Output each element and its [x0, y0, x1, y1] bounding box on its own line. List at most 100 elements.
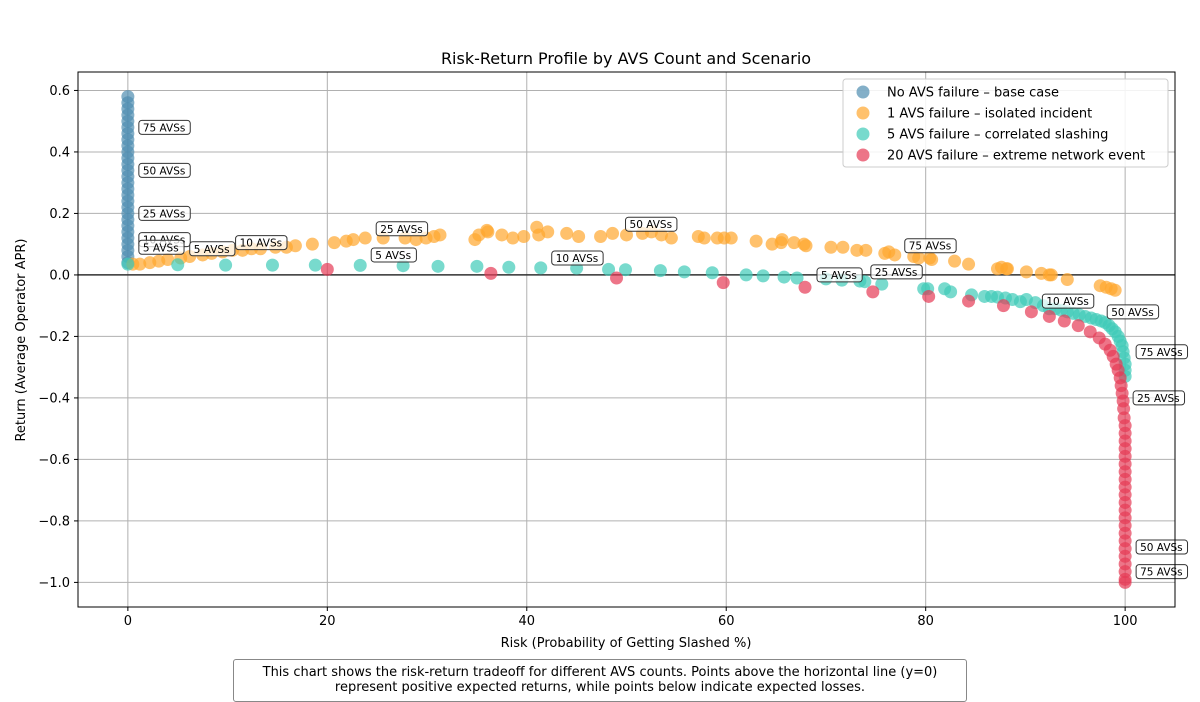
scatter-point	[799, 239, 813, 253]
scatter-point	[602, 262, 616, 276]
annotation-text: 5 AVSs	[375, 250, 411, 262]
scatter-point	[777, 270, 791, 284]
y-tick-label: −0.4	[38, 391, 70, 406]
chart-title: Risk-Return Profile by AVS Count and Sce…	[441, 49, 811, 68]
scatter-point	[219, 258, 233, 272]
annotation-text: 75 AVSs	[143, 122, 186, 134]
y-tick-label: −1.0	[38, 576, 70, 591]
scatter-point	[431, 259, 445, 273]
scatter-point	[787, 236, 801, 250]
y-tick-label: 0.0	[49, 268, 70, 283]
scatter-point	[756, 269, 770, 283]
annotation-text: 75 AVSs	[1140, 347, 1183, 359]
caption-line-2: represent positive expected returns, whi…	[334, 680, 866, 695]
scatter-point	[327, 236, 341, 250]
series-0	[121, 90, 135, 270]
annotation-label: 25 AVSs	[1132, 390, 1186, 406]
annotation-label: 50 AVSs	[138, 162, 191, 178]
scatter-point	[305, 237, 319, 251]
y-tick-label: −0.2	[38, 330, 70, 345]
scatter-point	[996, 299, 1010, 313]
annotation-text: 10 AVSs	[240, 238, 283, 250]
annotation-text: 25 AVSs	[143, 208, 186, 220]
scatter-point	[859, 243, 873, 257]
scatter-point	[606, 226, 620, 240]
scatter-point	[1117, 402, 1131, 416]
plot-frame	[77, 71, 1176, 608]
scatter-point	[664, 231, 678, 245]
annotation-label: 10 AVSs	[551, 250, 604, 266]
scatter-point	[716, 276, 730, 290]
scatter-point	[121, 257, 135, 271]
annotation-text: 25 AVSs	[380, 224, 423, 236]
x-axis-label: Risk (Probability of Getting Slashed %)	[501, 636, 752, 651]
annotation-box	[138, 205, 191, 221]
y-tick-label: 0.2	[49, 207, 70, 222]
scatter-point	[653, 264, 667, 278]
annotation-box	[1106, 304, 1160, 320]
scatter-point	[346, 233, 360, 247]
scatter-point	[962, 294, 976, 308]
point-annotations: 75 AVSs 50 AVSs 25 AVSs 10 AVSs 5 AVSs 5 AVSs…	[138, 119, 1189, 580]
series-3	[320, 262, 1132, 589]
scatter-point	[358, 231, 372, 245]
legend-box	[842, 78, 1169, 168]
scatter-point	[121, 90, 135, 104]
annotation-box	[1132, 390, 1186, 406]
scatter-point	[850, 243, 864, 257]
scatter-point	[875, 277, 889, 291]
y-tick-label: 0.6	[49, 84, 70, 99]
scatter-point	[265, 258, 279, 272]
annotation-text: 50 AVSs	[143, 165, 186, 177]
legend-marker	[856, 148, 870, 162]
annotation-label: 5 AVSs	[816, 267, 863, 283]
scatter-point	[705, 266, 719, 280]
data-points	[121, 90, 1132, 589]
scatter-point	[1019, 265, 1033, 279]
scatter-point	[790, 271, 804, 285]
annotation-box	[370, 247, 417, 263]
y-tick-label: 0.4	[49, 145, 70, 160]
scatter-point	[517, 229, 531, 243]
annotation-label: 75 AVSs	[904, 238, 957, 254]
annotation-box	[138, 119, 191, 135]
scatter-point	[654, 228, 668, 242]
scatter-point	[866, 285, 880, 299]
annotation-label: 75 AVSs	[138, 119, 191, 135]
scatter-point	[1024, 305, 1038, 319]
annotation-label: 75 AVSs	[1135, 564, 1189, 580]
scatter-point	[1044, 268, 1058, 282]
scatter-point	[288, 239, 302, 253]
scatter-point	[541, 225, 555, 239]
annotation-text: 50 AVSs	[1111, 307, 1154, 319]
annotation-text: 75 AVSs	[1140, 567, 1183, 579]
axis-ticks: 0 20 40 60 80 100 −1.0 −0.8 −0.6 −0.4 −0.2 0.0 0.2 0.…	[38, 84, 1137, 629]
scatter-point	[749, 234, 763, 248]
x-tick-label: 20	[319, 614, 336, 629]
annotation-box	[904, 238, 957, 254]
scatter-point	[798, 280, 812, 294]
caption-line-1: This chart shows the risk-return tradeof…	[262, 665, 938, 680]
scatter-point	[962, 257, 976, 271]
scatter-point	[470, 259, 484, 273]
annotation-label: 5 AVSs	[370, 247, 417, 263]
scatter-point	[925, 253, 939, 267]
annotation-label: 75 AVSs	[1135, 344, 1189, 360]
scatter-point	[697, 231, 711, 245]
annotation-text: 5 AVSs	[821, 270, 857, 282]
scatter-point	[481, 225, 495, 239]
annotation-label: 5 AVSs	[138, 239, 185, 255]
scatter-point	[171, 258, 185, 272]
annotation-label: 10 AVSs	[1041, 293, 1095, 309]
scatter-point	[724, 231, 738, 245]
annotation-label: 50 AVSs	[625, 216, 678, 232]
scatter-point	[610, 271, 624, 285]
annotation-text: 75 AVSs	[909, 241, 952, 253]
annotation-text: 5 AVSs	[194, 244, 230, 256]
annotation-box	[375, 221, 429, 237]
scatter-point	[912, 251, 926, 265]
annotation-label: 50 AVSs	[1135, 539, 1189, 555]
scatter-point	[1042, 309, 1056, 323]
legend-label: No AVS failure – base case	[887, 86, 1059, 101]
